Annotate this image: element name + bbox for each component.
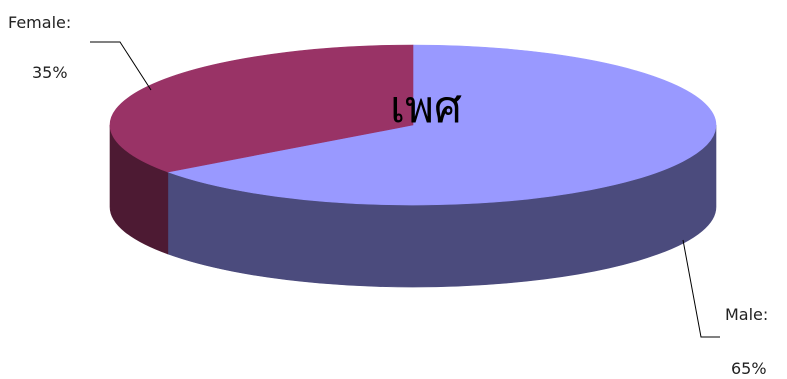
female-value-label: 35% [32,63,68,82]
pie-slices [109,44,717,288]
pie-slice-female [109,44,414,173]
male-category-label: Male: [725,305,768,324]
leader-line-female [90,41,152,91]
chart-title: เพศ [390,82,462,133]
leader-lines [90,41,720,338]
leader-line-male [682,239,720,338]
female-category-label: Female: [8,13,71,32]
male-value-label: 65% [731,359,767,378]
pie-slice-male [166,44,717,206]
